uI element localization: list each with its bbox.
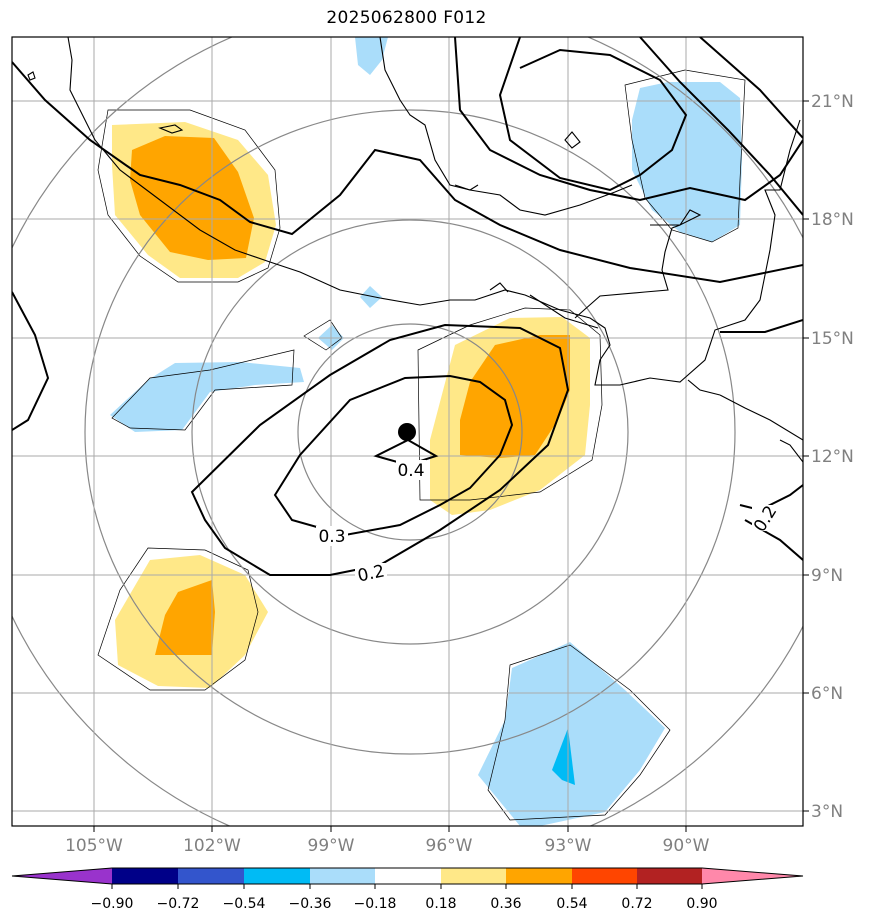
colorbar-segment bbox=[506, 868, 572, 884]
lat-label: 3°N bbox=[811, 802, 843, 822]
lat-label: 12°N bbox=[811, 447, 854, 467]
colorbar-tick-label: 0.54 bbox=[556, 896, 587, 912]
thin-outline-contours bbox=[97, 69, 746, 821]
lat-label: 15°N bbox=[811, 329, 854, 349]
lon-label: 93°W bbox=[545, 836, 592, 856]
colorbar-segment bbox=[572, 868, 637, 884]
colorbar-tick-label: 0.90 bbox=[686, 896, 717, 912]
lon-label: 105°W bbox=[65, 836, 123, 856]
range-rings bbox=[12, 37, 803, 826]
colorbar-max-extend bbox=[702, 868, 803, 884]
map-title: 2025062800 F012 bbox=[326, 8, 487, 28]
colorbar-segment bbox=[310, 868, 375, 884]
lon-label: 96°W bbox=[426, 836, 473, 856]
colorbar-tick-label: 0.36 bbox=[490, 896, 521, 912]
longitude-labels: 105°W 102°W 99°W 96°W 93°W 90°W bbox=[65, 836, 710, 856]
colorbar-segment bbox=[244, 868, 310, 884]
colorbar-segment bbox=[441, 868, 506, 884]
contour-label-03: 0.3 bbox=[318, 527, 345, 547]
colorbar: −0.90 −0.72 −0.54 −0.36 −0.18 0.18 0.36 … bbox=[11, 867, 804, 912]
colorbar-segment bbox=[112, 868, 178, 884]
graticule bbox=[12, 37, 803, 826]
storm-center-marker bbox=[398, 423, 416, 441]
map-frame bbox=[11, 36, 804, 827]
negative-anomaly-shading bbox=[110, 37, 742, 826]
lon-label: 102°W bbox=[183, 836, 241, 856]
lon-label: 99°W bbox=[308, 836, 355, 856]
colorbar-tick-label: −0.90 bbox=[91, 896, 134, 912]
axis-ticks bbox=[93, 100, 809, 832]
coastlines bbox=[27, 37, 803, 463]
contour-labels: 0.4 0.3 0.2 0.2 bbox=[316, 460, 781, 587]
black-contours bbox=[12, 37, 803, 576]
colorbar-tick-label: −0.54 bbox=[223, 896, 266, 912]
lat-label: 9°N bbox=[811, 566, 843, 586]
lat-label: 21°N bbox=[811, 92, 854, 112]
colorbar-tick-label: −0.72 bbox=[157, 896, 200, 912]
colorbar-min-extend bbox=[12, 868, 112, 884]
lat-label: 6°N bbox=[811, 684, 843, 704]
colorbar-tick-label: 0.72 bbox=[621, 896, 652, 912]
colorbar-segment bbox=[637, 868, 702, 884]
contour-label-04: 0.4 bbox=[397, 461, 424, 481]
colorbar-tick-label: 0.18 bbox=[425, 896, 456, 912]
lat-label: 18°N bbox=[811, 210, 854, 230]
colorbar-segment bbox=[375, 868, 441, 884]
lon-label: 90°W bbox=[663, 836, 710, 856]
colorbar-tick-label: −0.36 bbox=[289, 896, 332, 912]
colorbar-tick-label: −0.18 bbox=[354, 896, 397, 912]
colorbar-segment bbox=[178, 868, 244, 884]
latitude-labels: 21°N 18°N 15°N 12°N 9°N 6°N 3°N bbox=[811, 92, 854, 822]
